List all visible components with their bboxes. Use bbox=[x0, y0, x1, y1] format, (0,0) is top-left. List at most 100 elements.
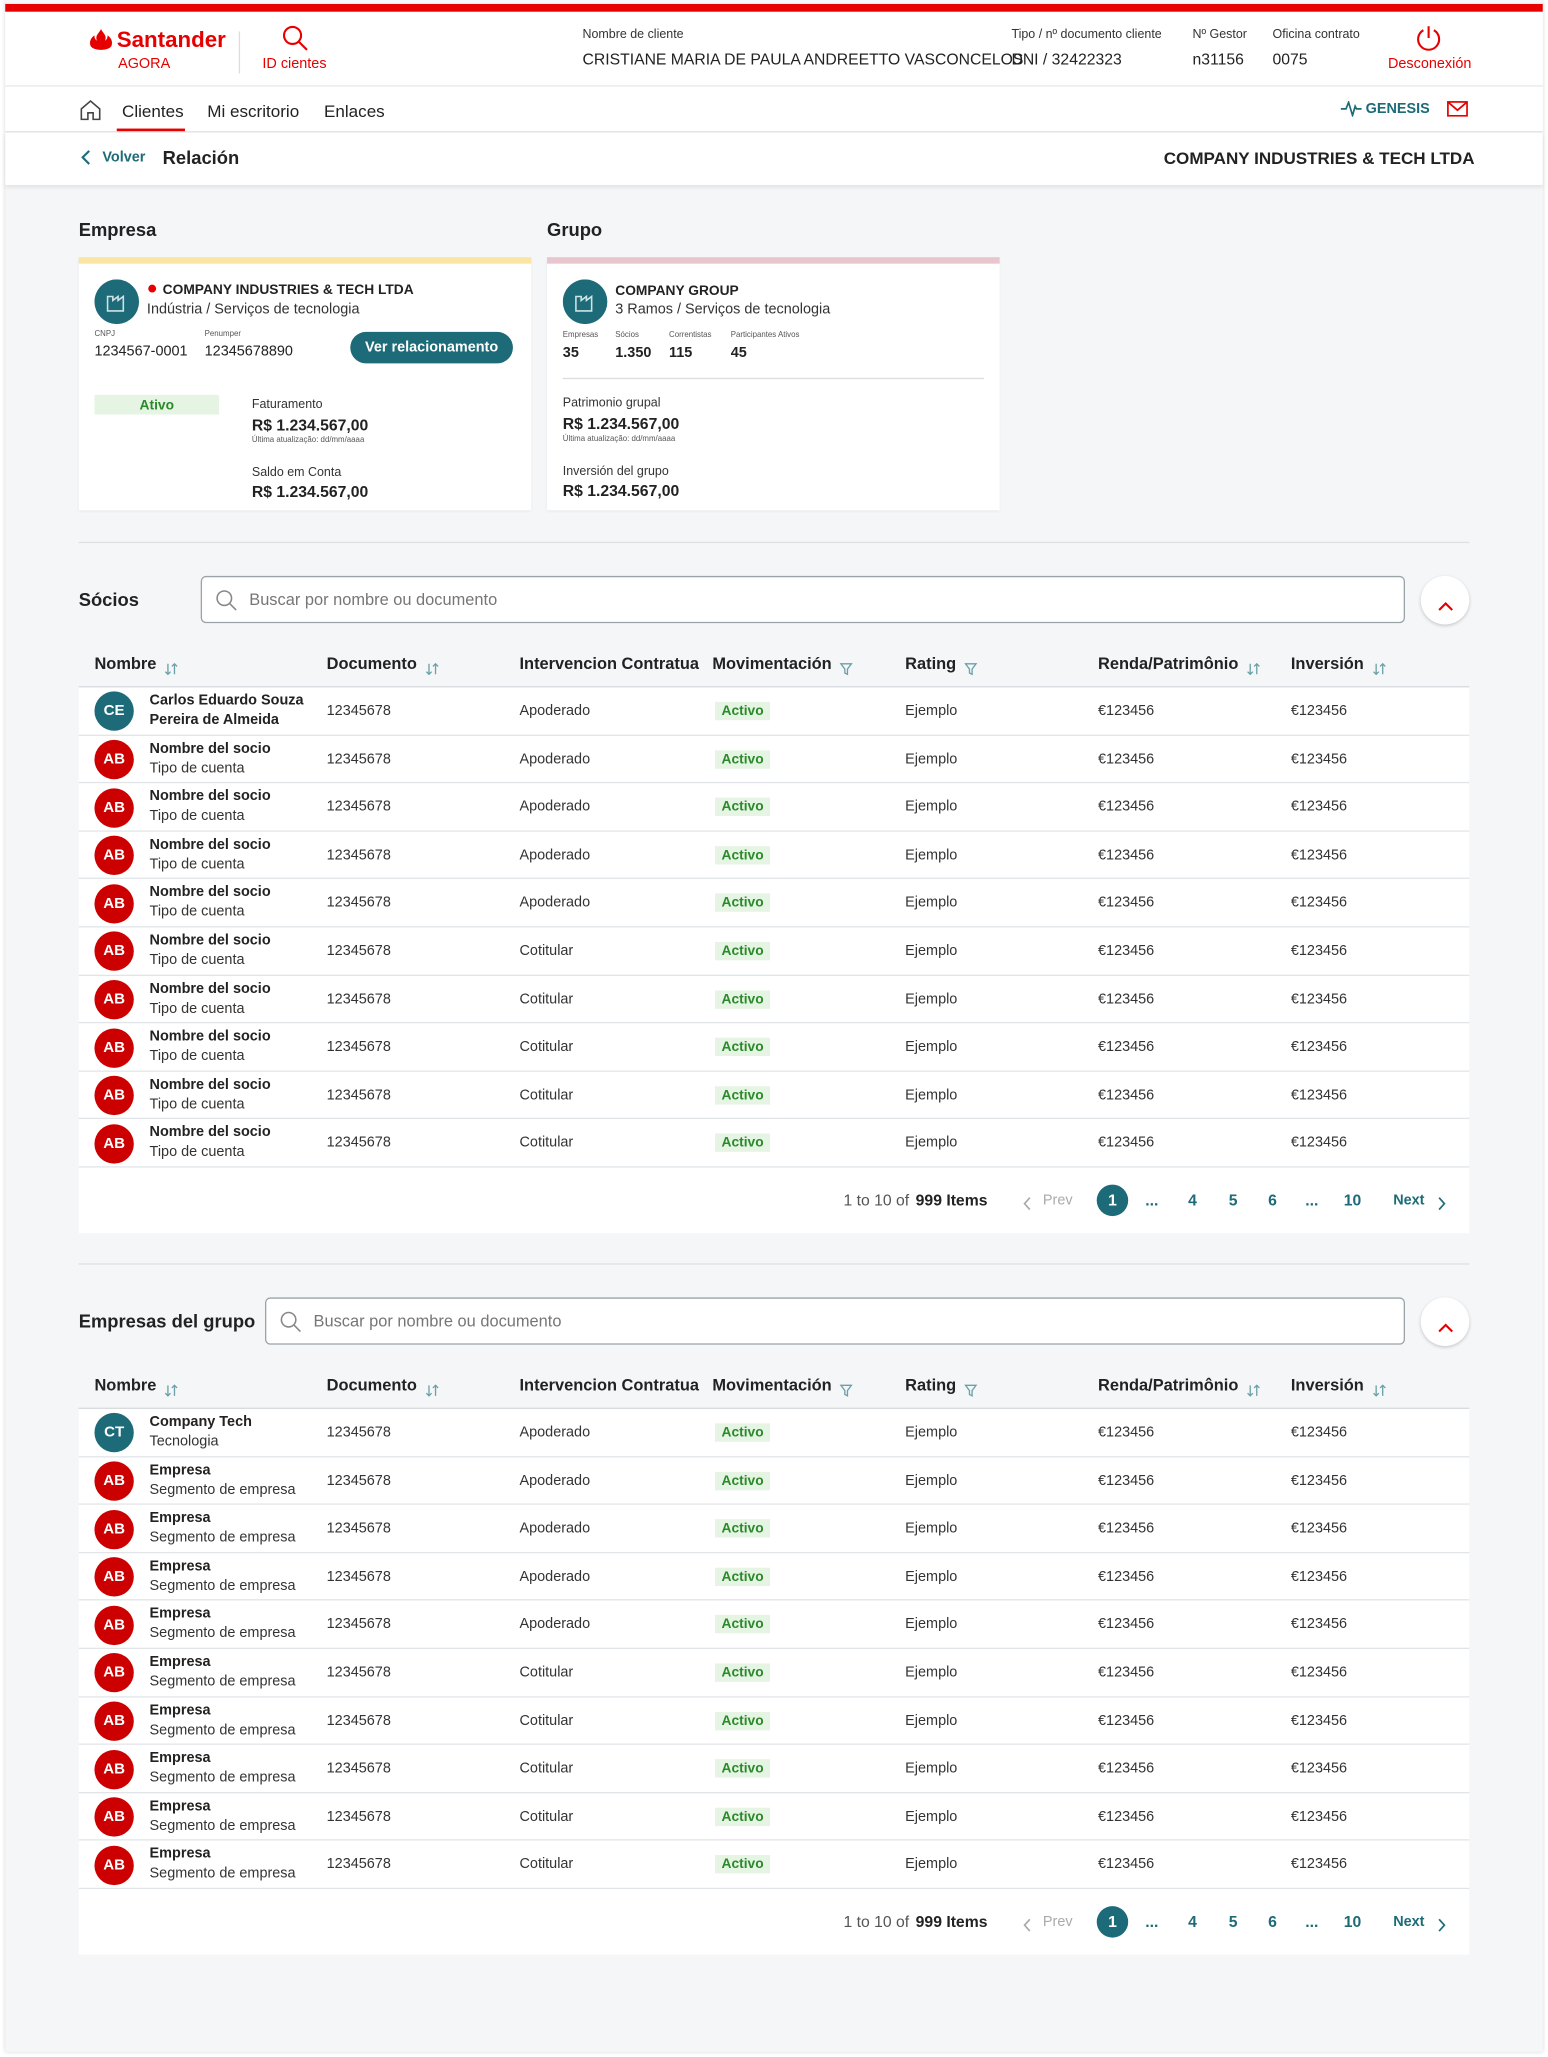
row-name: Empresa bbox=[149, 1798, 211, 1815]
filter-icon[interactable] bbox=[839, 1380, 854, 1404]
sort-icon[interactable] bbox=[1372, 659, 1386, 683]
pagination-prev[interactable]: Prev bbox=[1042, 1914, 1073, 1930]
prev-icon-svg bbox=[1023, 1197, 1031, 1211]
intervencion: Cotitular bbox=[519, 991, 574, 1007]
inversion: €123456 bbox=[1290, 799, 1348, 815]
filter-icon[interactable] bbox=[964, 1380, 978, 1404]
company-name: COMPANY INDUSTRIES & TECH LTDA bbox=[162, 282, 414, 298]
column-header[interactable]: Documento bbox=[326, 1376, 417, 1395]
column-header[interactable]: Movimentación bbox=[712, 654, 832, 673]
page-number[interactable]: 4 bbox=[1188, 1191, 1197, 1210]
rating: Ejemplo bbox=[905, 943, 958, 959]
column-header[interactable]: Inversión bbox=[1290, 1376, 1364, 1395]
group-icon bbox=[562, 279, 608, 325]
documento: 12345678 bbox=[326, 1520, 391, 1537]
row-name: Nombre del socio bbox=[149, 788, 271, 805]
renda: €123456 bbox=[1098, 991, 1155, 1007]
collapse-button[interactable] bbox=[1420, 575, 1470, 625]
rating: Ejemplo bbox=[905, 991, 958, 1007]
logout[interactable]: Desconexión bbox=[1387, 56, 1472, 73]
mail-icon[interactable] bbox=[1447, 101, 1468, 117]
home-icon[interactable] bbox=[79, 98, 103, 122]
sort-icon[interactable] bbox=[425, 1380, 439, 1404]
page-number[interactable]: 1 bbox=[1108, 1912, 1117, 1932]
page-number[interactable]: 10 bbox=[1343, 1191, 1362, 1210]
page-number[interactable]: 6 bbox=[1268, 1912, 1277, 1932]
status-badge: Activo bbox=[714, 749, 771, 769]
avatar: CT bbox=[94, 1413, 134, 1453]
column-header[interactable]: Nombre bbox=[94, 1376, 157, 1395]
back-link[interactable]: Volver bbox=[102, 149, 146, 166]
row-sub: Segmento de empresa bbox=[149, 1577, 296, 1594]
column-header[interactable]: Documento bbox=[326, 654, 417, 673]
brand[interactable]: Santander bbox=[116, 27, 226, 53]
page-number[interactable]: 5 bbox=[1228, 1912, 1238, 1932]
table-header bbox=[78, 1361, 1470, 1409]
nav-item[interactable]: Enlaces bbox=[324, 101, 385, 121]
intervencion: Cotitular bbox=[519, 1135, 574, 1152]
avatar: AB bbox=[94, 1027, 134, 1068]
pagination-next[interactable]: Next bbox=[1393, 1914, 1425, 1930]
page-number[interactable]: 10 bbox=[1343, 1912, 1362, 1932]
table-header bbox=[78, 640, 1470, 688]
divider bbox=[238, 31, 241, 74]
filter-icon[interactable] bbox=[839, 659, 854, 683]
row-name: Empresa bbox=[149, 1702, 211, 1719]
row-name: Nombre del socio bbox=[149, 1124, 271, 1141]
collapse-button[interactable] bbox=[1420, 1297, 1470, 1346]
page-number[interactable]: ... bbox=[1145, 1912, 1159, 1932]
sort-icon[interactable] bbox=[1246, 659, 1260, 683]
stat-value: 45 bbox=[730, 345, 747, 361]
row-name: Company Tech bbox=[149, 1414, 252, 1430]
page-number[interactable]: ... bbox=[1145, 1191, 1159, 1210]
genesis[interactable]: GENESIS bbox=[1365, 101, 1430, 117]
avatar: AB bbox=[94, 1605, 134, 1645]
stat-label: Sócios bbox=[615, 331, 639, 340]
status-badge: Activo bbox=[714, 1663, 771, 1682]
avatar: AB bbox=[94, 1509, 134, 1549]
pagination-prev[interactable]: Prev bbox=[1042, 1192, 1073, 1209]
section-title: Empresas del grupo bbox=[78, 1310, 256, 1332]
column-header[interactable]: Nombre bbox=[94, 654, 157, 673]
id-clients[interactable]: ID cientes bbox=[262, 56, 327, 73]
page-number[interactable]: 4 bbox=[1188, 1912, 1197, 1932]
updated: Última atualização: dd/mm/aaaa bbox=[562, 435, 676, 444]
brand-sub: AGORA bbox=[118, 56, 171, 73]
sort-icon[interactable] bbox=[1372, 1380, 1386, 1404]
sort-icon[interactable] bbox=[164, 1380, 178, 1404]
next-icon bbox=[1436, 1915, 1446, 1939]
power-icon bbox=[1417, 26, 1441, 51]
column-header[interactable]: Rating bbox=[905, 1376, 957, 1395]
pagination-range: 1 to 10 of bbox=[843, 1191, 910, 1210]
nav-item[interactable]: Clientes bbox=[122, 101, 184, 121]
oficina: 0075 bbox=[1272, 49, 1308, 69]
column-header[interactable]: Movimentación bbox=[712, 1376, 832, 1395]
divider bbox=[78, 541, 1470, 544]
column-header[interactable]: Renda/Patrimônio bbox=[1098, 654, 1239, 673]
page-number[interactable]: 6 bbox=[1268, 1191, 1277, 1210]
intervencion: Apoderado bbox=[519, 1520, 591, 1537]
row-name: Empresa bbox=[149, 1510, 211, 1526]
page-number[interactable]: 5 bbox=[1228, 1191, 1238, 1210]
filter-icon-svg bbox=[839, 663, 853, 676]
inversion: R$ 1.234.567,00 bbox=[562, 481, 680, 500]
column-header[interactable]: Renda/Patrimônio bbox=[1098, 1376, 1239, 1395]
column-header[interactable]: Rating bbox=[905, 654, 957, 673]
page-number[interactable]: ... bbox=[1305, 1191, 1319, 1210]
page-number[interactable]: ... bbox=[1305, 1912, 1319, 1932]
inversion: €123456 bbox=[1290, 1808, 1348, 1825]
page-number[interactable]: 1 bbox=[1108, 1191, 1117, 1210]
relationship-button[interactable]: Ver relacionamento bbox=[350, 331, 513, 364]
avatar: CE bbox=[94, 691, 134, 732]
column-header[interactable]: Inversión bbox=[1290, 654, 1364, 673]
sort-icon[interactable] bbox=[425, 659, 439, 683]
sort-icon[interactable] bbox=[164, 659, 178, 683]
renda: €123456 bbox=[1098, 703, 1155, 719]
nav-item[interactable]: Mi escritorio bbox=[207, 101, 300, 121]
filter-icon[interactable] bbox=[964, 659, 978, 683]
search-box[interactable]: Buscar por nombre ou documento bbox=[200, 575, 1406, 624]
divider bbox=[78, 1263, 1470, 1265]
sort-icon[interactable] bbox=[1246, 1380, 1260, 1404]
pagination-next[interactable]: Next bbox=[1393, 1192, 1425, 1209]
search-box[interactable]: Buscar por nombre ou documento bbox=[264, 1297, 1406, 1345]
